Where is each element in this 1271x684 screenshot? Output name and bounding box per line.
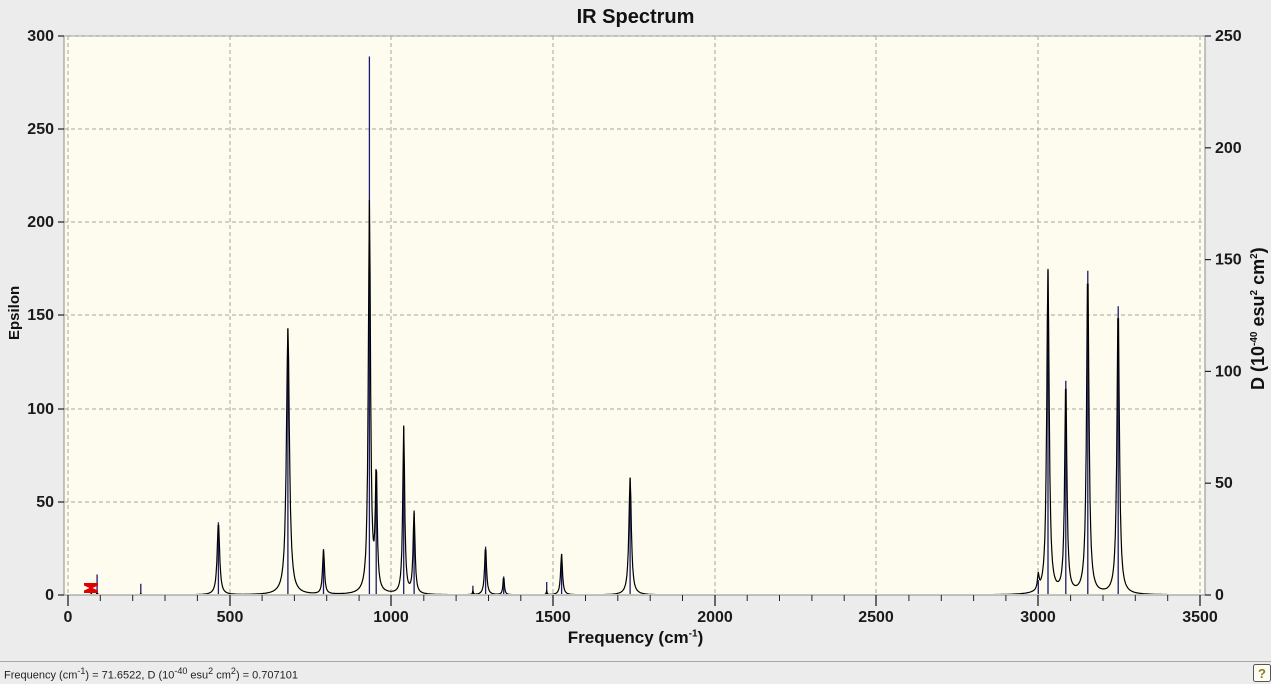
svg-text:0: 0 <box>64 609 73 626</box>
svg-text:0: 0 <box>1215 587 1224 604</box>
svg-text:500: 500 <box>217 609 244 626</box>
svg-text:250: 250 <box>27 121 54 138</box>
svg-text:2000: 2000 <box>697 609 733 626</box>
svg-text:150: 150 <box>27 307 54 324</box>
svg-text:50: 50 <box>1215 475 1233 492</box>
svg-text:100: 100 <box>1215 363 1242 380</box>
svg-text:50: 50 <box>36 494 54 511</box>
svg-text:250: 250 <box>1215 28 1242 45</box>
svg-text:200: 200 <box>27 214 54 231</box>
svg-text:150: 150 <box>1215 252 1242 269</box>
svg-text:1500: 1500 <box>535 609 571 626</box>
svg-text:?: ? <box>1258 666 1266 681</box>
svg-text:200: 200 <box>1215 140 1242 157</box>
svg-text:3500: 3500 <box>1182 609 1218 626</box>
svg-text:0: 0 <box>45 587 54 604</box>
svg-text:3000: 3000 <box>1020 609 1056 626</box>
svg-text:100: 100 <box>27 401 54 418</box>
svg-text:2500: 2500 <box>858 609 894 626</box>
svg-text:1000: 1000 <box>373 609 409 626</box>
svg-text:300: 300 <box>27 28 54 45</box>
